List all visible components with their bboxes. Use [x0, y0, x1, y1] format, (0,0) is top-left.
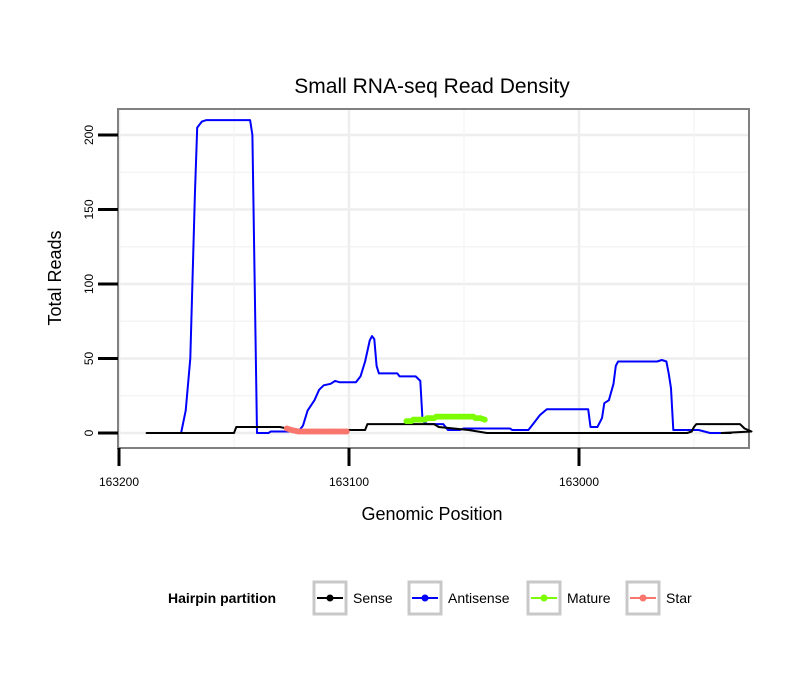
y-tick-label: 0: [82, 429, 96, 436]
y-axis-title: Total Reads: [45, 230, 65, 325]
legend-item-star: Star: [625, 580, 692, 616]
series-mature: [403, 413, 488, 425]
legend-item-sense: Sense: [312, 580, 393, 616]
y-tick-label: 150: [82, 199, 96, 219]
legend-label: Sense: [353, 590, 393, 606]
series-sense: [145, 423, 753, 434]
legend-label: Star: [666, 590, 692, 606]
x-tick-label: 163100: [329, 475, 369, 489]
legend-key-point: [421, 594, 429, 602]
series-line-antisense: [180, 119, 728, 434]
legend-title: Hairpin partition: [168, 590, 276, 606]
y-tick-label: 100: [82, 274, 96, 294]
x-tick-label: 163000: [559, 475, 599, 489]
x-axis: 163200 163100 163000: [99, 448, 599, 489]
y-tick-label: 50: [82, 352, 96, 366]
y-tick-label: 200: [82, 125, 96, 145]
legend-key-point: [326, 594, 334, 602]
legend-key-point: [540, 594, 548, 602]
data-point: [343, 428, 350, 435]
legend-item-antisense: Antisense: [407, 580, 510, 616]
data-point: [481, 416, 488, 423]
x-tick-label: 163200: [99, 475, 139, 489]
series-star: [283, 425, 350, 435]
series-line-sense: [145, 423, 753, 434]
legend-item-mature: Mature: [526, 580, 611, 616]
series-layer: [145, 119, 753, 435]
legend-label: Mature: [567, 590, 611, 606]
legend-key-point: [639, 594, 647, 602]
plot-panel-border: [117, 108, 750, 449]
legend-label: Antisense: [448, 590, 510, 606]
series-antisense: [180, 119, 728, 434]
y-axis: 0 50 100 150 200: [82, 125, 118, 436]
chart-title: Small RNA-seq Read Density: [294, 75, 570, 98]
x-axis-title: Genomic Position: [361, 504, 502, 524]
legend: Hairpin partition Sense Antisense Mature St…: [168, 580, 692, 616]
